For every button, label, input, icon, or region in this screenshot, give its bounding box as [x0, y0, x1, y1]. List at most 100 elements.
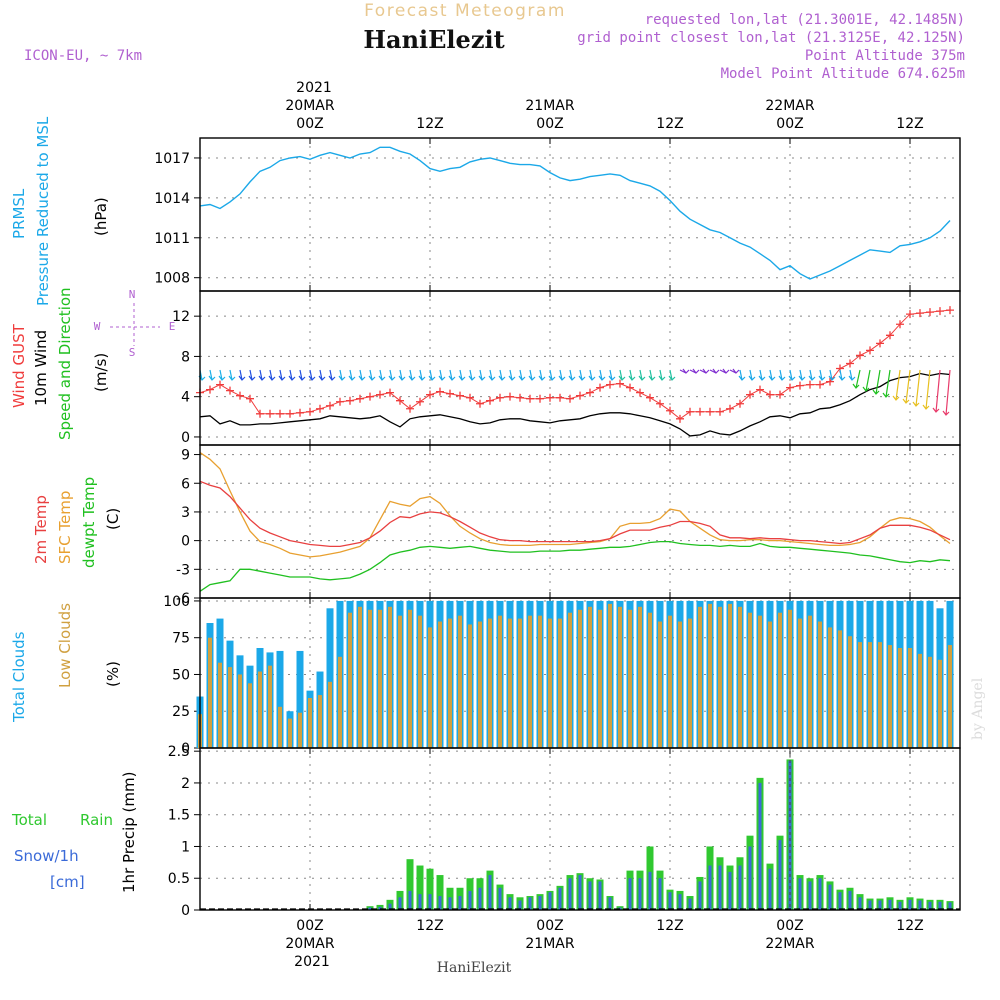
- low-cloud-bar: [328, 681, 332, 748]
- bottom-time-label: 00Z: [776, 918, 803, 934]
- gust-marker: [486, 396, 494, 405]
- low-cloud-bar: [588, 606, 592, 748]
- snow-bar: [828, 884, 832, 910]
- gust-marker: [466, 393, 474, 402]
- wind-direction-arrow: [328, 369, 336, 381]
- label-pressure-msl: Pressure Reduced to MSL: [34, 116, 52, 306]
- wind-direction-arrow: [278, 369, 286, 381]
- low-cloud-bar: [898, 648, 902, 748]
- panel-frame: [199, 747, 961, 911]
- snow-bar: [768, 868, 772, 910]
- gust-marker: [746, 390, 754, 399]
- low-cloud-bar: [638, 606, 642, 748]
- wind-direction-arrow: [348, 369, 356, 381]
- y-tick-label: -3: [176, 562, 190, 578]
- y-tick-label: 2.5: [168, 744, 190, 760]
- gust-marker: [256, 409, 264, 418]
- y-tick-label: 0: [181, 903, 190, 919]
- low-cloud-bar: [658, 621, 662, 748]
- panels: 100810111014101704812-6-3036902550751000…: [154, 137, 961, 919]
- low-cloud-bar: [208, 637, 212, 748]
- low-cloud-bar: [698, 606, 702, 748]
- gust-marker: [476, 399, 484, 408]
- wind-direction-arrow: [608, 369, 616, 381]
- total-cloud-bar: [276, 650, 284, 748]
- low-cloud-bar: [438, 621, 442, 748]
- wind-direction-arrow: [709, 368, 720, 374]
- gust-marker: [666, 406, 674, 415]
- snow-bar: [808, 881, 812, 910]
- top-time-label: 00Z: [536, 116, 563, 132]
- gust-marker: [326, 401, 334, 410]
- label-total-clouds: Total Clouds: [10, 631, 28, 723]
- y-tick-label: 1: [181, 839, 190, 855]
- gust-marker: [906, 310, 914, 319]
- low-cloud-bar: [678, 621, 682, 748]
- panel-frame: [199, 290, 961, 446]
- low-cloud-bar: [398, 615, 402, 748]
- low-cloud-bar: [608, 603, 612, 748]
- gust-marker: [436, 387, 444, 396]
- wind-direction-arrow: [208, 369, 216, 381]
- total-cloud-bar: [296, 650, 304, 748]
- credit-watermark: by Angel: [970, 677, 986, 740]
- low-cloud-bar: [348, 612, 352, 748]
- top-time-label: 00Z: [776, 116, 803, 132]
- wind-direction-arrow: [872, 369, 881, 395]
- low-cloud-bar: [388, 606, 392, 748]
- wind-direction-arrow: [798, 369, 806, 381]
- low-cloud-bar: [568, 612, 572, 748]
- wind-direction-arrow: [508, 369, 516, 381]
- gust-marker: [276, 409, 284, 418]
- gust-marker: [216, 380, 224, 389]
- point-altitude: Point Altitude 375m: [805, 48, 965, 64]
- y-tick-label: -6: [176, 591, 190, 607]
- wind-direction-arrow: [862, 369, 871, 392]
- gust-marker: [546, 393, 554, 402]
- rain-bar: [436, 875, 444, 910]
- t2m-line: [199, 480, 951, 548]
- snow-bar: [638, 878, 642, 910]
- wind-direction-arrow: [308, 369, 316, 381]
- snow-bar: [758, 782, 762, 910]
- low-cloud-bar: [878, 642, 882, 748]
- gust-marker: [616, 379, 624, 388]
- snow-bar: [688, 898, 692, 910]
- snow-bar: [408, 890, 412, 910]
- low-cloud-bar: [778, 612, 782, 748]
- gust-marker: [766, 390, 774, 399]
- wind-direction-arrow: [408, 369, 416, 381]
- low-cloud-bar: [458, 615, 462, 748]
- wind-direction-arrow: [238, 369, 246, 381]
- wind-direction-arrow: [818, 369, 826, 381]
- low-cloud-bar: [318, 695, 322, 748]
- gust-marker: [366, 392, 374, 401]
- label-low-clouds: Low Clouds: [56, 603, 74, 688]
- y-tick-label: 1017: [154, 151, 190, 167]
- top-time-label: 00Z: [296, 116, 323, 132]
- dewpoint-line: [199, 540, 951, 592]
- low-cloud-bar: [558, 618, 562, 748]
- low-cloud-bar: [228, 667, 232, 748]
- low-cloud-bar: [868, 642, 872, 748]
- low-cloud-bar: [728, 603, 732, 748]
- snow-bar: [388, 903, 392, 910]
- bottom-date-label: 21MAR: [525, 936, 574, 952]
- y-tick-label: 0: [181, 741, 190, 757]
- low-cloud-bar: [708, 603, 712, 748]
- wind-direction-arrow: [852, 369, 861, 389]
- time-axis-labels: 20MAR 00Z 00Z 20MAR 21MAR 00Z 00Z 21MAR 22MAR 00Z…: [285, 98, 923, 952]
- low-cloud-bar: [598, 609, 602, 748]
- panel-frame: [199, 444, 961, 599]
- wind-direction-arrow: [758, 369, 766, 381]
- snow-bar: [728, 871, 732, 910]
- top-date-label: 20MAR: [285, 98, 334, 114]
- y-tick-label: 25: [172, 704, 190, 720]
- gust-marker: [236, 391, 244, 400]
- low-cloud-bar: [298, 712, 302, 748]
- compass-n: N: [129, 288, 136, 301]
- gust-marker: [316, 404, 324, 413]
- snow-bar: [718, 865, 722, 910]
- low-cloud-bar: [758, 615, 762, 748]
- gust-marker: [206, 385, 214, 394]
